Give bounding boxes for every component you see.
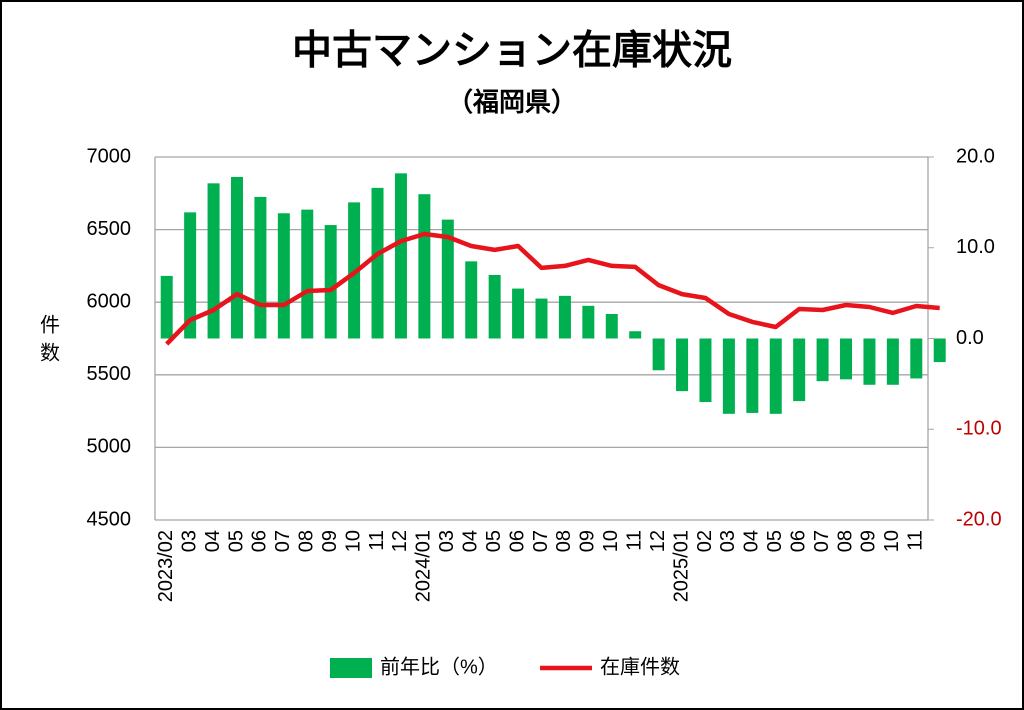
legend-label: 在庫件数 (600, 655, 680, 678)
x-tick-label: 2025/01 (670, 530, 692, 602)
bar (277, 213, 290, 339)
x-tick-label: 10 (600, 530, 622, 552)
bar (582, 305, 595, 339)
x-tick-label: 09 (858, 530, 880, 552)
bar (207, 183, 220, 339)
legend-label: 前年比（%） (380, 655, 498, 678)
y-tick-label: 7000 (87, 145, 132, 167)
x-tick-label: 10 (342, 530, 364, 552)
y-axis-label-char: 数 (40, 341, 60, 364)
bar (676, 338, 689, 392)
x-tick-label: 05 (764, 530, 786, 552)
bar (699, 338, 712, 403)
y-tick-label: 6000 (87, 290, 132, 312)
x-tick-label: 06 (787, 530, 809, 552)
bar (184, 212, 197, 339)
bar (394, 173, 407, 339)
x-tick-label: 08 (834, 530, 856, 552)
bar (933, 338, 946, 363)
x-tick-label: 09 (577, 530, 599, 552)
line (165, 231, 940, 346)
bar (160, 275, 173, 339)
bar (722, 338, 735, 414)
bar (418, 194, 431, 339)
bar (535, 298, 548, 339)
bar (652, 338, 665, 371)
x-tick-label: 11 (366, 530, 388, 551)
y2-tick-label: -10.0 (956, 418, 1002, 440)
x-tick-label: 05 (483, 530, 505, 552)
x-tick-label: 2024/01 (413, 530, 435, 602)
x-tick-label: 12 (389, 530, 411, 552)
bar (629, 331, 642, 339)
chart-subtitle: （福岡県） (447, 87, 577, 117)
x-tick-label: 06 (249, 530, 271, 552)
bar (371, 187, 384, 339)
x-tick-label: 04 (202, 530, 224, 552)
y-tick-label: 5500 (87, 363, 132, 385)
x-tick-label: 11 (905, 530, 927, 551)
x-tick-label: 03 (436, 530, 458, 552)
x-tick-label: 08 (296, 530, 318, 552)
y-tick-label: 6500 (87, 218, 132, 240)
bar (746, 338, 759, 413)
bar (816, 338, 829, 382)
x-tick-label: 07 (530, 530, 552, 552)
bar (324, 225, 337, 339)
x-tick-label: 11 (623, 530, 645, 551)
x-tick-label: 07 (811, 530, 833, 552)
bar (910, 338, 923, 379)
bar (230, 176, 243, 339)
bar (793, 338, 806, 402)
x-tick-label: 12 (647, 530, 669, 552)
bar (301, 209, 314, 339)
x-tick-label: 07 (272, 530, 294, 552)
bar (863, 338, 876, 385)
x-tick-label: 05 (225, 530, 247, 552)
bar (769, 338, 782, 414)
bar (488, 274, 501, 339)
y2-tick-label: 20.0 (956, 145, 995, 167)
y-axis-label: 件数 (40, 313, 60, 364)
x-tick-label: 2023/02 (155, 530, 177, 602)
y-axis-label-char: 件 (40, 313, 60, 336)
bar (465, 261, 478, 339)
x-tick-label: 04 (741, 530, 763, 552)
legend-swatch (330, 658, 372, 678)
x-tick-label: 04 (460, 530, 482, 552)
bar (254, 196, 267, 339)
y2-tick-label: 0.0 (956, 327, 984, 349)
y2-tick-label: -20.0 (956, 508, 1002, 530)
x-tick-label: 03 (178, 530, 200, 552)
y-tick-label: 5000 (87, 436, 132, 458)
x-tick-label: 08 (553, 530, 575, 552)
x-tick-label: 09 (319, 530, 341, 552)
y2-tick-label: 10.0 (956, 236, 995, 258)
x-tick-label: 10 (881, 530, 903, 552)
bar (512, 288, 525, 339)
bar (441, 219, 454, 339)
y-tick-label: 4500 (87, 508, 132, 530)
chart-title: 中古マンション在庫状況 (292, 29, 732, 73)
x-tick-label: 06 (506, 530, 528, 552)
x-tick-label: 02 (694, 530, 716, 552)
bar (558, 295, 571, 339)
bar (605, 313, 618, 339)
bar (886, 338, 899, 385)
bar (840, 338, 853, 380)
x-tick-label: 03 (717, 530, 739, 552)
